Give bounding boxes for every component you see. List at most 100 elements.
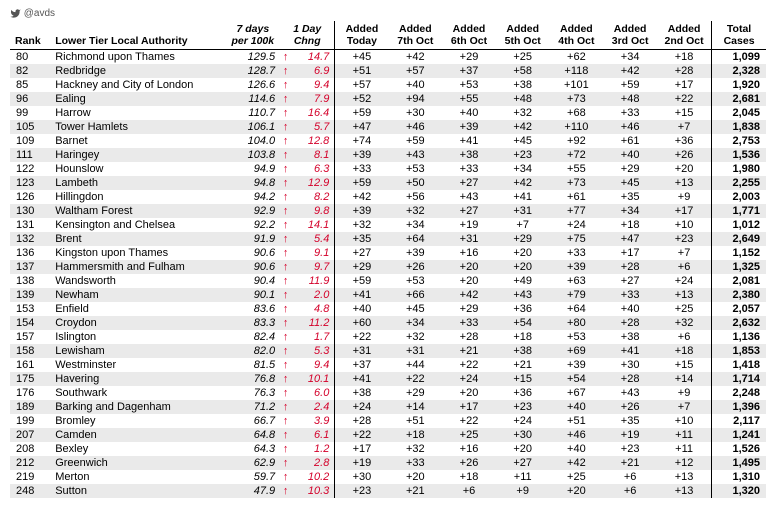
- cell-added: +45: [335, 50, 389, 65]
- cell-added: +33: [388, 456, 442, 470]
- cell-added: +28: [603, 260, 657, 274]
- cell-added: +16: [442, 246, 496, 260]
- cell-added: +32: [496, 106, 550, 120]
- cell-added: +15: [657, 106, 712, 120]
- cell-added: +15: [496, 372, 550, 386]
- col-a0: AddedToday: [335, 21, 389, 50]
- cell-added: +33: [335, 162, 389, 176]
- cell-added: +34: [388, 316, 442, 330]
- cell-added: +73: [550, 176, 604, 190]
- cell-total: 2,045: [712, 106, 766, 120]
- cell-name: Kingston upon Thames: [50, 246, 225, 260]
- cell-added: +32: [388, 330, 442, 344]
- cell-added: +42: [442, 288, 496, 302]
- cell-added: +31: [388, 344, 442, 358]
- cell-total: 1,136: [712, 330, 766, 344]
- cell-chng: 5.3: [291, 344, 335, 358]
- arrow-up-icon: ↑: [280, 400, 291, 414]
- cell-added: +39: [335, 204, 389, 218]
- table-row: 158Lewisham82.0↑5.3+31+31+21+38+69+41+18…: [10, 344, 766, 358]
- cell-added: +28: [442, 330, 496, 344]
- arrow-up-icon: ↑: [280, 372, 291, 386]
- cell-name: Greenwich: [50, 456, 225, 470]
- cell-added: +42: [388, 50, 442, 65]
- cell-rank: 136: [10, 246, 50, 260]
- table-row: 132Brent91.9↑5.4+35+64+31+29+75+47+232,6…: [10, 232, 766, 246]
- col-a4: Added4th Oct: [550, 21, 604, 50]
- cell-added: +56: [388, 190, 442, 204]
- cell-added: +23: [335, 484, 389, 498]
- cell-total: 1,099: [712, 50, 766, 65]
- cell-added: +19: [335, 456, 389, 470]
- cell-added: +9: [657, 190, 712, 204]
- cell-added: +17: [335, 442, 389, 456]
- cell-chng: 8.1: [291, 148, 335, 162]
- cell-added: +29: [603, 162, 657, 176]
- cell-added: +32: [657, 316, 712, 330]
- cell-total: 2,255: [712, 176, 766, 190]
- cell-added: +20: [496, 442, 550, 456]
- cell-added: +27: [603, 274, 657, 288]
- cell-total: 2,753: [712, 134, 766, 148]
- cell-added: +29: [442, 302, 496, 316]
- arrow-up-icon: ↑: [280, 106, 291, 120]
- cell-total: 2,003: [712, 190, 766, 204]
- cell-added: +40: [335, 302, 389, 316]
- cell-rank: 157: [10, 330, 50, 344]
- arrow-up-icon: ↑: [280, 134, 291, 148]
- cell-added: +13: [657, 176, 712, 190]
- cell-chng: 12.8: [291, 134, 335, 148]
- cell-rank: 154: [10, 316, 50, 330]
- cell-added: +6: [442, 484, 496, 498]
- cell-added: +40: [603, 302, 657, 316]
- cell-chng: 2.4: [291, 400, 335, 414]
- cell-per100: 47.9: [226, 484, 281, 498]
- cell-added: +32: [388, 442, 442, 456]
- cell-per100: 64.3: [226, 442, 281, 456]
- cell-added: +30: [388, 106, 442, 120]
- cell-added: +27: [496, 456, 550, 470]
- cell-chng: 11.9: [291, 274, 335, 288]
- cell-added: +54: [550, 372, 604, 386]
- cell-chng: 2.8: [291, 456, 335, 470]
- cell-name: Hillingdon: [50, 190, 225, 204]
- cell-added: +36: [496, 302, 550, 316]
- cell-added: +11: [496, 470, 550, 484]
- arrow-up-icon: ↑: [280, 330, 291, 344]
- cell-total: 2,649: [712, 232, 766, 246]
- cell-added: +34: [603, 50, 657, 65]
- cell-per100: 128.7: [226, 64, 281, 78]
- cell-added: +33: [603, 106, 657, 120]
- cell-added: +26: [442, 456, 496, 470]
- cell-per100: 110.7: [226, 106, 281, 120]
- cell-added: +23: [657, 232, 712, 246]
- cell-per100: 90.6: [226, 260, 281, 274]
- col-a2: Added6th Oct: [442, 21, 496, 50]
- cell-name: Merton: [50, 470, 225, 484]
- arrow-up-icon: ↑: [280, 456, 291, 470]
- cell-name: Tower Hamlets: [50, 120, 225, 134]
- cell-added: +6: [603, 470, 657, 484]
- cell-added: +53: [388, 162, 442, 176]
- cell-added: +21: [496, 358, 550, 372]
- cell-added: +57: [388, 64, 442, 78]
- cell-added: +29: [388, 386, 442, 400]
- cell-name: Brent: [50, 232, 225, 246]
- cell-added: +10: [657, 414, 712, 428]
- cell-added: +40: [388, 78, 442, 92]
- cell-added: +42: [335, 190, 389, 204]
- cell-name: Camden: [50, 428, 225, 442]
- table-row: 139Newham90.1↑2.0+41+66+42+43+79+33+132,…: [10, 288, 766, 302]
- cell-added: +34: [388, 218, 442, 232]
- col-per100: 7 daysper 100k: [226, 21, 281, 50]
- cell-added: +22: [335, 428, 389, 442]
- cell-per100: 66.7: [226, 414, 281, 428]
- cell-added: +43: [603, 386, 657, 400]
- cell-added: +47: [603, 232, 657, 246]
- cell-added: +34: [603, 204, 657, 218]
- cell-chng: 9.8: [291, 204, 335, 218]
- cell-total: 1,714: [712, 372, 766, 386]
- cell-added: +17: [657, 78, 712, 92]
- cell-added: +59: [335, 106, 389, 120]
- table-row: 175Havering76.8↑10.1+41+22+24+15+54+28+1…: [10, 372, 766, 386]
